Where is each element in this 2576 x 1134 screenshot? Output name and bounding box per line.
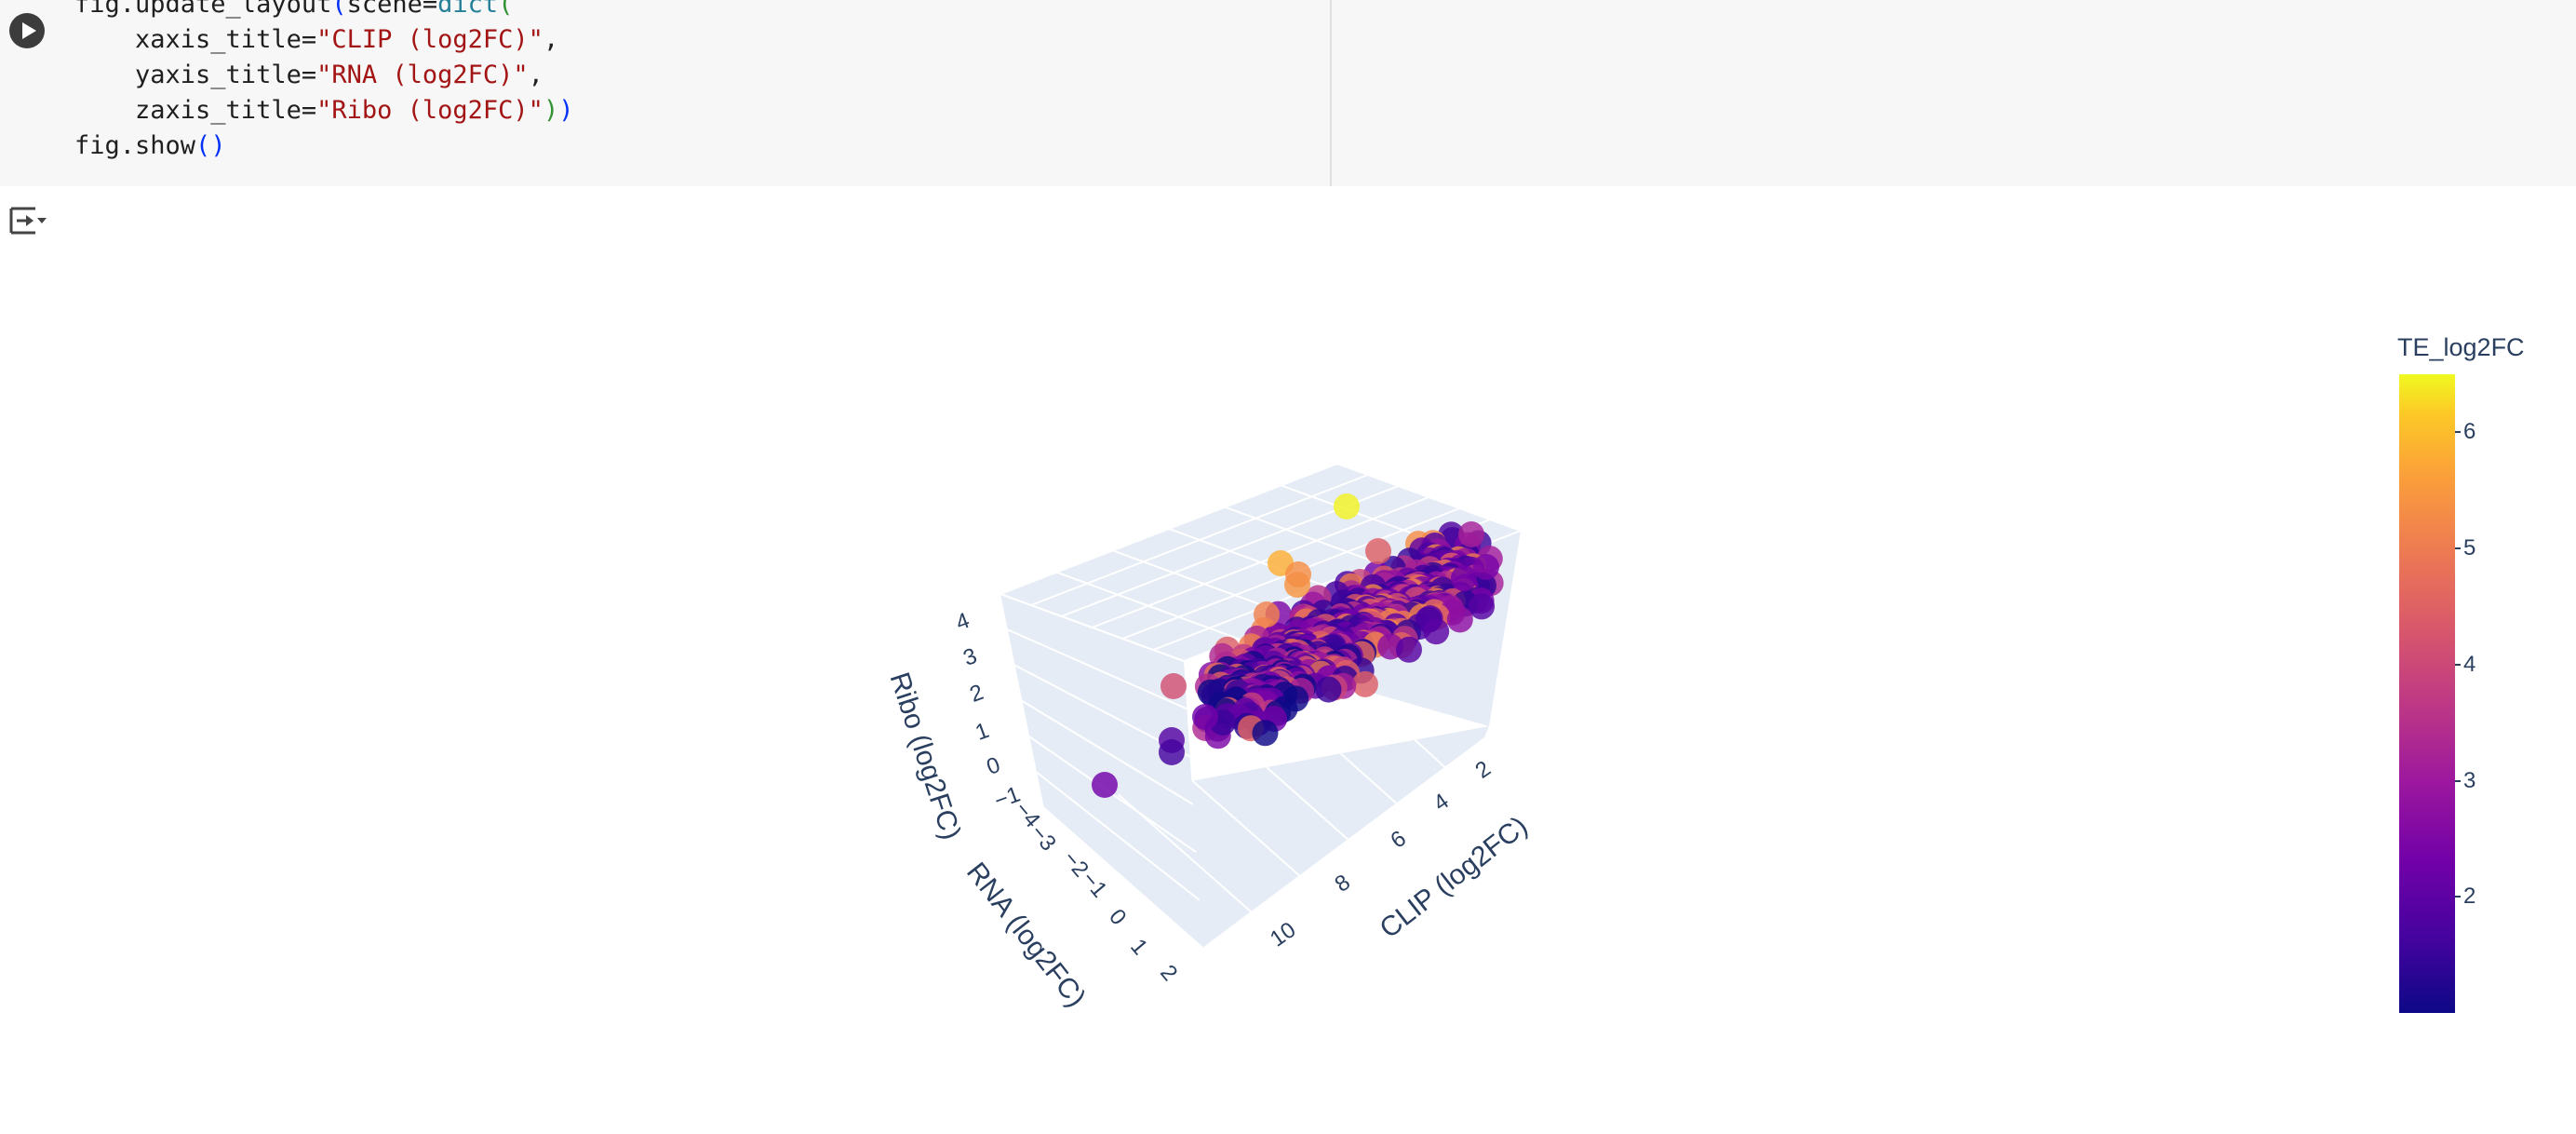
data-point (1469, 593, 1496, 620)
data-point (1334, 493, 1360, 520)
grid-line (1191, 779, 1302, 878)
grid-line (1007, 628, 1187, 710)
colorbar-tick-label: 3 (2463, 767, 2476, 793)
data-point (1473, 554, 1499, 580)
grid-line (1488, 725, 1499, 736)
x-tick-label: 8 (1330, 870, 1354, 898)
play-icon (22, 22, 36, 39)
y-tick-label: 1 (1125, 934, 1152, 960)
data-point (1423, 618, 1450, 645)
x-tick-label: 2 (1470, 756, 1495, 784)
y-tick-label: 2 (1155, 960, 1182, 986)
grid-line (1021, 700, 1194, 805)
z-tick-label: 2 (967, 680, 987, 708)
data-point (1285, 561, 1311, 587)
data-point (1365, 538, 1391, 564)
colorbar-tick-label: 2 (2463, 884, 2476, 910)
colorbar-tick-label: 6 (2463, 419, 2476, 445)
grid-line (1043, 807, 1203, 949)
x-tick-label: 10 (1266, 917, 1300, 952)
code-line-5: fig.show() (74, 131, 226, 160)
code-cell: fig.update_layout(scene=dict( xaxis_titl… (0, 0, 2576, 186)
data-point (1458, 521, 1484, 547)
code-line-2: xaxis_title="CLIP (log2FC)", (74, 25, 559, 54)
grid-line (1036, 771, 1201, 901)
z-tick-label: 3 (960, 643, 981, 671)
colorbar-tick-mark (2455, 663, 2461, 666)
data-point (1192, 704, 1218, 730)
colorbar-tick-label: 5 (2463, 535, 2476, 561)
grid-line (1339, 752, 1401, 807)
data-point (1254, 601, 1280, 628)
colorbar-title: TE_log2FC (2397, 333, 2525, 361)
z-tick-label: 0 (984, 752, 1004, 780)
output-toggle-button[interactable] (9, 205, 48, 236)
data-point (1161, 673, 1187, 699)
z-tick-label: 4 (953, 608, 973, 636)
pane-floor (1044, 726, 1489, 948)
colorbar-tick-label: 4 (2463, 651, 2476, 677)
colorbar-tick-mark (2455, 896, 2461, 898)
grid-line (1414, 738, 1450, 772)
x-tick-label: 4 (1429, 789, 1453, 817)
colorbar-tick-mark (2455, 547, 2461, 550)
grid-line (1336, 463, 1522, 532)
colorbar-tick-mark (2455, 431, 2461, 434)
y-tick-label: 0 (1104, 904, 1131, 930)
data-point (1159, 739, 1185, 765)
data-point (1351, 670, 1378, 697)
x-tick-label: 6 (1386, 826, 1410, 854)
data-point (1315, 676, 1342, 703)
data-point (1446, 606, 1473, 633)
z-tick-label: 1 (973, 718, 993, 746)
cell-divider (1330, 0, 1332, 186)
data-point (1396, 636, 1422, 663)
colorbar (2399, 374, 2455, 1013)
data-points (1092, 493, 1504, 798)
data-point (1092, 772, 1118, 798)
code-line-3: yaxis_title="RNA (log2FC)", (74, 61, 543, 89)
z-axis-title: Ribo (log2FC) (883, 668, 966, 844)
code-line-4: zaxis_title="Ribo (log2FC)")) (74, 96, 574, 125)
run-cell-button[interactable] (9, 13, 45, 48)
y-axis-title: RNA (log2FC) (960, 857, 1092, 1012)
output-toggle-icon (9, 207, 47, 235)
colorbar-tick-mark (2455, 779, 2461, 782)
code-editor[interactable]: fig.update_layout(scene=dict( xaxis_titl… (74, 0, 573, 164)
data-point (1252, 720, 1279, 747)
grid-line (1266, 766, 1351, 843)
code-line-1: fig.update_layout(scene=dict( (74, 0, 514, 19)
data-point (1451, 565, 1477, 591)
